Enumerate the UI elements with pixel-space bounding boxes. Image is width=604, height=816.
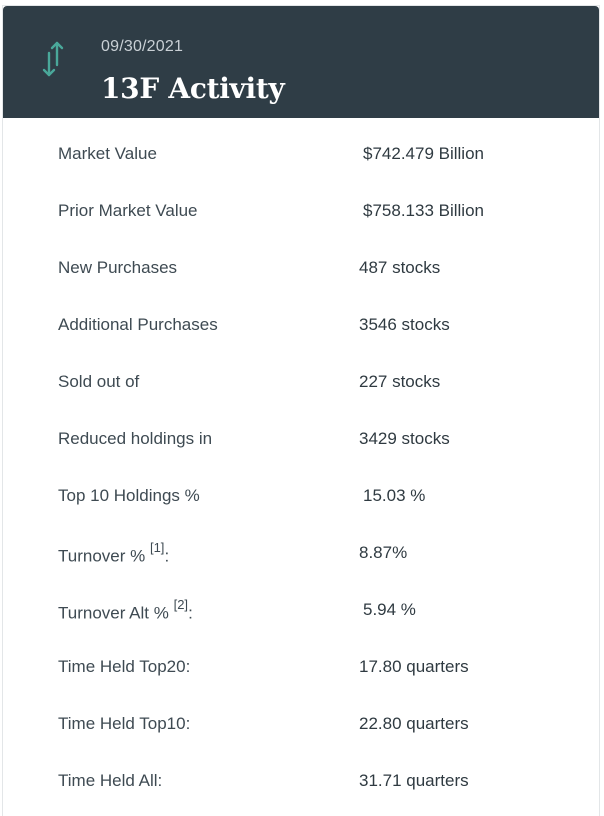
up-down-arrows-icon [42,41,64,77]
stat-value: 8.87% [359,543,408,562]
stat-value: 487 stocks [359,258,441,277]
stat-row-prior-market-value: Prior Market Value $758.133 Billion [3,191,599,248]
stat-label: Turnover Alt % [2]: [58,597,193,623]
stat-value: 31.71 quarters [359,771,469,790]
stat-row-turnover: Turnover % [1]: 8.87% [3,533,599,590]
stat-value: 3546 stocks [359,315,450,334]
stats-list: Market Value $742.479 Billion Prior Mark… [3,134,599,816]
footnote-link-2[interactable]: [2] [173,597,189,612]
stat-row-top10-holdings: Top 10 Holdings % 15.03 % [3,476,599,533]
stat-value: $742.479 Billion [363,144,484,163]
stat-label: Prior Market Value [58,201,198,220]
stat-label: Sold out of [58,372,140,391]
stat-label: Time Held Top20: [58,657,191,676]
stat-label: New Purchases [58,258,178,277]
stat-row-reduced-holdings: Reduced holdings in 3429 stocks [3,419,599,476]
stat-value: 3429 stocks [359,429,450,448]
stat-row-sold-out: Sold out of 227 stocks [3,362,599,419]
stat-row-market-value: Market Value $742.479 Billion [3,134,599,191]
stat-row-turnover-alt: Turnover Alt % [2]: 5.94 % [3,590,599,647]
stat-row-time-held-top20: Time Held Top20: 17.80 quarters [3,647,599,704]
stat-row-time-held-all: Time Held All: 31.71 quarters [3,761,599,816]
stat-value: 17.80 quarters [359,657,469,676]
stat-row-new-purchases: New Purchases 487 stocks [3,248,599,305]
stat-label: Reduced holdings in [58,429,213,448]
stat-value: 15.03 % [363,486,426,505]
card-header: 09/30/2021 13F Activity [3,6,599,118]
stat-label: Top 10 Holdings % [58,486,200,505]
stat-row-additional-purchases: Additional Purchases 3546 stocks [3,305,599,362]
footnote-link-1[interactable]: [1] [149,540,165,555]
stat-label: Time Held All: [58,771,163,790]
stat-label: Additional Purchases [58,315,218,334]
stat-value: 5.94 % [363,600,416,619]
page-title: 13F Activity [101,72,285,105]
stat-value: 227 stocks [359,372,441,391]
report-date: 09/30/2021 [101,38,184,55]
stat-label: Turnover % [1]: [58,540,170,566]
stat-label: Market Value [58,144,157,163]
stat-value: $758.133 Billion [363,201,484,220]
stat-value: 22.80 quarters [359,714,469,733]
stat-label: Time Held Top10: [58,714,191,733]
activity-card: 09/30/2021 13F Activity Market Value $74… [2,5,600,816]
stat-row-time-held-top10: Time Held Top10: 22.80 quarters [3,704,599,761]
